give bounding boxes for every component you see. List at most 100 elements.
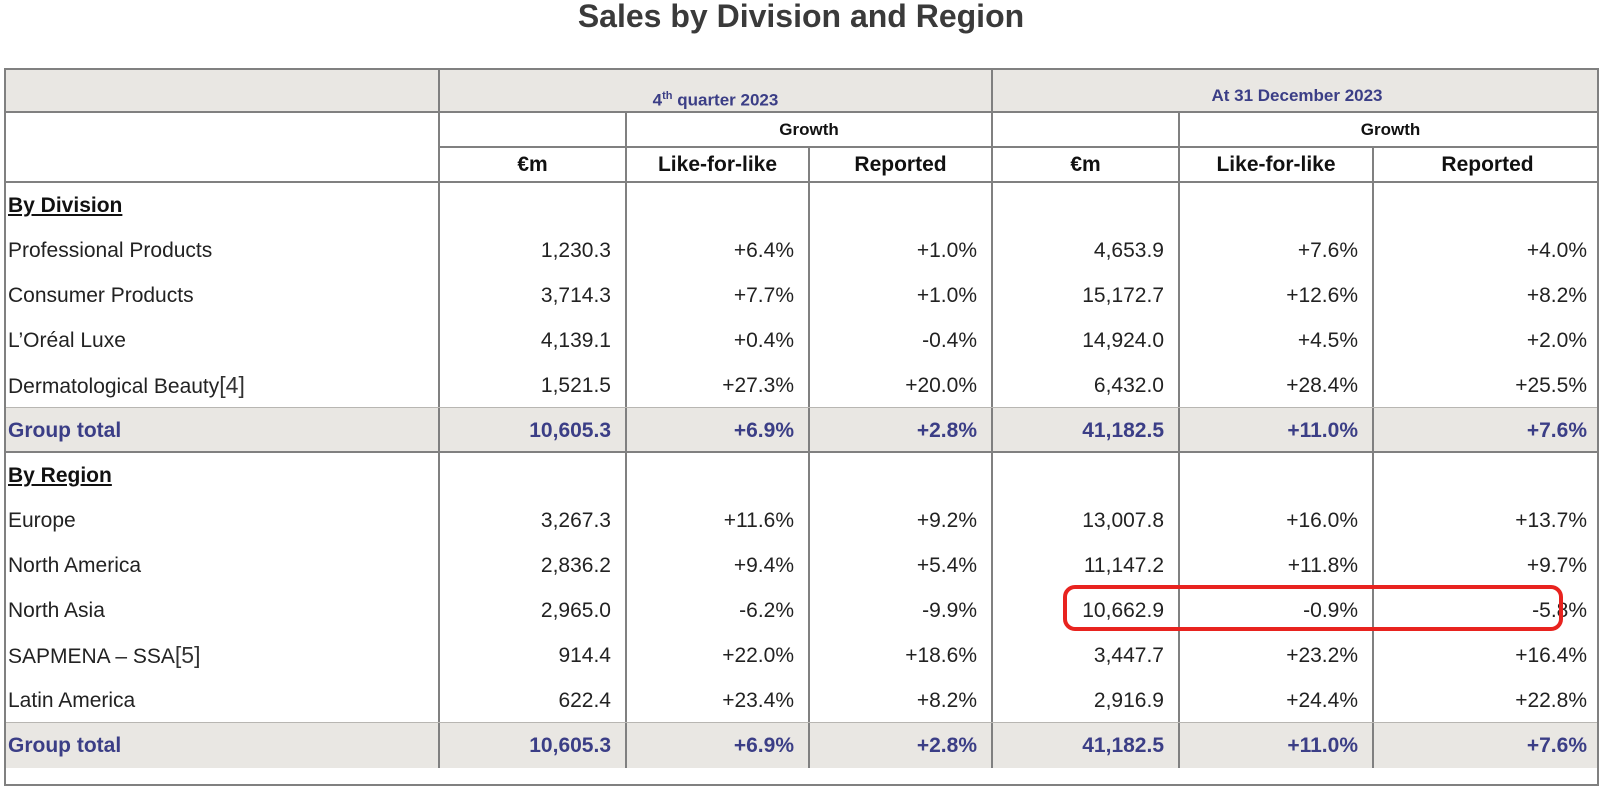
table-cell: +9.4% bbox=[627, 543, 810, 588]
header-fy-2023: At 31 December 2023 bbox=[993, 70, 1597, 113]
column-header: Reported bbox=[1374, 148, 1597, 183]
table-cell: +11.6% bbox=[627, 498, 810, 543]
section-header-blank bbox=[1180, 453, 1374, 498]
row-label-text: SAPMENA – SSA bbox=[8, 645, 175, 668]
q4-label-base: 4 bbox=[652, 90, 663, 110]
table-cell: +23.2% bbox=[1180, 633, 1374, 678]
table-cell: -5.8% bbox=[1532, 599, 1587, 622]
section-header-blank bbox=[627, 183, 810, 228]
group-total-cell: +6.9% bbox=[627, 408, 810, 453]
q4-label-sup: th bbox=[662, 90, 673, 102]
column-header: €m bbox=[993, 148, 1180, 183]
table-cell: -6.2% bbox=[627, 588, 810, 633]
section-header-blank bbox=[440, 453, 627, 498]
table-cell: 6,432.0 bbox=[993, 363, 1180, 408]
table-cell: +27.3% bbox=[627, 363, 810, 408]
row-label: Latin America bbox=[6, 678, 440, 723]
table-cell: 4,653.9 bbox=[993, 228, 1180, 273]
table-cell: 15,172.7 bbox=[993, 273, 1180, 318]
table-cell: +8.2% bbox=[1526, 284, 1587, 307]
column-header: Like-for-like bbox=[1180, 148, 1374, 183]
table-cell: +5.4% bbox=[810, 543, 993, 588]
table-cell: +28.4% bbox=[1180, 363, 1374, 408]
table-cell: +2.0% bbox=[1526, 329, 1587, 352]
row-label-text: North Asia bbox=[8, 599, 105, 622]
section-header-blank bbox=[1180, 183, 1374, 228]
table-cell: +16.0% bbox=[1180, 498, 1374, 543]
header-corner bbox=[6, 70, 440, 113]
table-cell: 2,965.0 bbox=[440, 588, 627, 633]
table-cell: -0.4% bbox=[810, 318, 993, 363]
table-cell: 622.4 bbox=[440, 678, 627, 723]
row-label-text: North America bbox=[8, 554, 142, 577]
section-header-blank bbox=[1374, 453, 1597, 498]
row-label: Consumer Products bbox=[6, 273, 440, 318]
row-label: SAPMENA – SSA[5] bbox=[6, 633, 440, 678]
section-header-blank bbox=[993, 453, 1180, 498]
row-label-text: Dermatological Beauty bbox=[8, 375, 220, 398]
row-label-text: Consumer Products bbox=[8, 284, 194, 307]
group-total-label: Group total bbox=[6, 723, 440, 768]
table-cell: +0.4% bbox=[627, 318, 810, 363]
column-header: €m bbox=[440, 148, 627, 183]
row-label: L’Oréal Luxe bbox=[6, 318, 440, 363]
column-header: Reported bbox=[810, 148, 993, 183]
footnote-ref: [5] bbox=[174, 642, 201, 668]
table-cell: 914.4 bbox=[440, 633, 627, 678]
table-cell: +6.4% bbox=[627, 228, 810, 273]
group-total-cell: +11.0% bbox=[1180, 723, 1374, 768]
table-cell: +7.6% bbox=[1180, 228, 1374, 273]
section-header-blank bbox=[993, 183, 1180, 228]
group-total-cell: +6.9% bbox=[627, 723, 810, 768]
table-cell: 1,521.5 bbox=[440, 363, 627, 408]
row-label: Europe bbox=[6, 498, 440, 543]
row-label: Dermatological Beauty[4] bbox=[6, 363, 440, 408]
header-blank-fy bbox=[993, 113, 1180, 148]
table-cell: +25.5% bbox=[1515, 374, 1587, 397]
header-growth-fy: Growth bbox=[1180, 113, 1597, 148]
group-total-cell: 10,605.3 bbox=[440, 408, 627, 453]
section-header: By Region bbox=[6, 453, 440, 498]
table-cell: 11,147.2 bbox=[993, 543, 1180, 588]
row-label-text: L’Oréal Luxe bbox=[8, 329, 126, 352]
header-corner-3 bbox=[6, 148, 440, 183]
table-cell: +4.5% bbox=[1180, 318, 1374, 363]
group-total-cell: +7.6% bbox=[1374, 408, 1597, 453]
table-cell: +16.4% bbox=[1515, 644, 1587, 667]
section-header-blank bbox=[810, 453, 993, 498]
group-total-label: Group total bbox=[6, 408, 440, 453]
table-cell: +20.0% bbox=[810, 363, 993, 408]
group-total-cell: +7.6% bbox=[1374, 723, 1597, 768]
row-label: North America bbox=[6, 543, 440, 588]
header-blank-q4 bbox=[440, 113, 627, 148]
section-header: By Division bbox=[6, 183, 440, 228]
table-cell: +23.4% bbox=[627, 678, 810, 723]
header-q4-2023: 4th quarter 2023 bbox=[440, 70, 993, 113]
table-cell: +9.2% bbox=[810, 498, 993, 543]
row-label-text: Group total bbox=[8, 734, 122, 757]
section-header-blank bbox=[810, 183, 993, 228]
table-cell: +9.7% bbox=[1526, 554, 1587, 577]
table-cell: 3,447.7 bbox=[993, 633, 1180, 678]
header-growth-q4: Growth bbox=[627, 113, 993, 148]
row-label-text: Group total bbox=[8, 419, 122, 442]
table-cell: 13,007.8 bbox=[993, 498, 1180, 543]
group-total-cell: 41,182.5 bbox=[993, 723, 1180, 768]
table-cell: 4,139.1 bbox=[440, 318, 627, 363]
group-total-cell: 10,605.3 bbox=[440, 723, 627, 768]
table-cell: 3,267.3 bbox=[440, 498, 627, 543]
table-cell: +1.0% bbox=[810, 273, 993, 318]
table-cell: -0.9% bbox=[1180, 588, 1374, 633]
table-cell: +8.2% bbox=[810, 678, 993, 723]
table-cell: 2,916.9 bbox=[993, 678, 1180, 723]
section-header-blank bbox=[627, 453, 810, 498]
table-cell: 1,230.3 bbox=[440, 228, 627, 273]
table-title: Sales by Division and Region bbox=[577, 0, 1025, 34]
table-cell: 3,714.3 bbox=[440, 273, 627, 318]
header-corner-2 bbox=[6, 113, 440, 148]
footnote-ref: [4] bbox=[219, 372, 245, 398]
table-cell: +1.0% bbox=[810, 228, 993, 273]
table-cell: +22.0% bbox=[627, 633, 810, 678]
table-cell: +22.8% bbox=[1515, 689, 1587, 712]
group-total-cell: +2.8% bbox=[810, 408, 993, 453]
